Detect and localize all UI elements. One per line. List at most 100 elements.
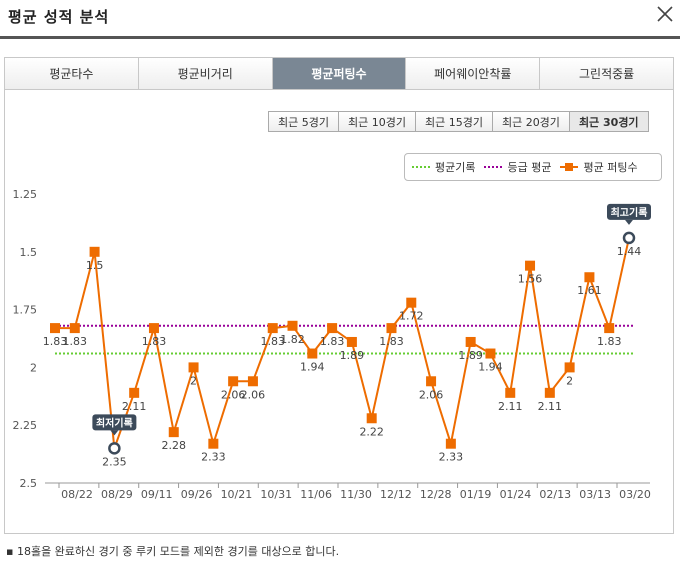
data-point-marker [168, 427, 179, 438]
tab-average-putts[interactable]: 평균퍼팅수 [272, 58, 407, 89]
x-tick-label: 09/26 [181, 488, 213, 501]
data-label: 2.11 [538, 400, 563, 413]
data-point-marker [69, 323, 80, 334]
window-title: 평균 성적 분석 [8, 8, 110, 26]
data-label: 1.56 [518, 273, 543, 286]
annotation-box [607, 203, 651, 220]
data-label: 1.83 [142, 335, 167, 348]
data-label: 1.44 [617, 245, 642, 258]
data-point-marker [366, 413, 377, 424]
data-point-marker [307, 348, 318, 359]
data-label: 1.89 [458, 349, 483, 362]
x-tick-label: 11/06 [300, 488, 332, 501]
annotation-pointer [625, 219, 633, 225]
data-point-marker [465, 336, 476, 347]
data-point-marker [148, 323, 159, 334]
tab-average-distance[interactable]: 평균비거리 [138, 58, 273, 89]
putts-line-chart: 1.25 1.5 1.75 2 2.25 2.5 08/22 08/29 09/11 09/26 1… [13, 188, 651, 501]
data-label: 2.06 [241, 388, 266, 401]
putts-series-line [55, 237, 630, 449]
data-point-marker [188, 362, 199, 373]
data-label: 2 [190, 374, 197, 387]
legend-grade-average-label: 등급 평균 [507, 161, 552, 174]
legend-average-putts: 평균 퍼팅수 [560, 159, 638, 175]
data-label: 2.06 [419, 388, 444, 401]
period-15-button[interactable]: 최근 15경기 [415, 112, 493, 131]
y-tick-label: 2.5 [20, 477, 38, 490]
period-10-button[interactable]: 최근 10경기 [338, 112, 416, 131]
data-label: 1.82 [280, 333, 305, 346]
data-label: 2.33 [439, 451, 464, 464]
data-label: 1.83 [63, 335, 88, 348]
data-label: 1.83 [320, 335, 345, 348]
data-point-marker [89, 246, 100, 257]
data-label: 1.89 [340, 349, 365, 362]
annotation-callout: 최저기록 [92, 414, 137, 436]
x-tick-label: 12/28 [420, 488, 452, 501]
tab-bar: 평균타수 평균비거리 평균퍼팅수 페어웨이안착률 그린적중률 [4, 57, 674, 90]
data-label: 2.06 [221, 388, 246, 401]
data-point-marker [604, 323, 615, 334]
legend-average-record: 평균기록 [412, 159, 475, 175]
tab-green-hit-rate[interactable]: 그린적중률 [540, 58, 673, 89]
data-point-marker [525, 260, 536, 271]
data-point-marker [346, 336, 357, 347]
x-tick-label: 01/24 [500, 488, 532, 501]
y-tick-label: 1.75 [13, 304, 38, 317]
annotation-pointer [110, 430, 119, 436]
data-label: 1.5 [86, 259, 104, 272]
legend-grade-average: 등급 평균 [484, 159, 551, 175]
period-5-button[interactable]: 최근 5경기 [269, 112, 339, 131]
chart-legend: 평균기록 등급 평균 평균 퍼팅수 [404, 153, 662, 181]
legend-average-record-label: 평균기록 [435, 161, 476, 174]
data-point-marker [564, 362, 575, 373]
period-selector: 최근 5경기 최근 10경기 최근 15경기 최근 20경기 최근 30경기 [268, 111, 649, 132]
close-icon[interactable] [655, 4, 675, 24]
annotation-box [92, 414, 137, 431]
data-label: 1.83 [43, 335, 68, 348]
x-tick-label: 11/30 [340, 488, 372, 501]
data-label: 1.83 [379, 335, 404, 348]
data-point-marker [267, 323, 278, 334]
extreme-point-marker [108, 442, 121, 455]
data-label: 2.33 [201, 451, 226, 464]
data-point-marker [445, 438, 456, 449]
data-point-marker [485, 348, 496, 359]
y-tick-label: 2 [30, 361, 37, 374]
x-tick-label: 03/20 [619, 488, 651, 501]
tab-average-strokes[interactable]: 평균타수 [5, 58, 139, 89]
x-tick-label: 10/21 [221, 488, 253, 501]
data-point-marker [505, 387, 516, 398]
data-point-marker [406, 297, 417, 308]
data-label: 1.72 [399, 310, 424, 323]
data-label: 1.94 [478, 361, 503, 374]
data-point-marker [544, 387, 555, 398]
data-point-marker [50, 323, 60, 334]
data-point-marker [228, 376, 239, 387]
data-label: 2.35 [102, 455, 127, 468]
data-point-marker [247, 376, 258, 387]
period-20-button[interactable]: 최근 20경기 [492, 112, 570, 131]
data-label: 1.94 [300, 361, 325, 374]
data-point-marker [426, 376, 437, 387]
footnote: ▪ 18홀을 완료하신 경기 중 루키 모드를 제외한 경기를 대상으로 합니다… [6, 545, 340, 558]
period-30-button[interactable]: 최근 30경기 [569, 112, 648, 131]
data-point-marker [386, 323, 397, 334]
data-label: 2.11 [122, 400, 147, 413]
data-point-marker [287, 320, 298, 331]
y-tick-label: 1.25 [13, 188, 38, 201]
x-tick-label: 01/19 [460, 488, 492, 501]
annotation-text: 최저기록 [96, 416, 133, 429]
data-label: 1.83 [260, 335, 285, 348]
data-label: 2.28 [162, 439, 187, 452]
data-point-marker [327, 323, 338, 334]
title-divider [0, 36, 680, 39]
y-tick-label: 2.25 [13, 419, 38, 432]
annotation-text: 최고기록 [611, 206, 648, 219]
x-tick-label: 03/13 [579, 488, 611, 501]
extreme-point-marker [622, 231, 636, 245]
chart-panel [4, 90, 674, 534]
x-tick-label: 02/13 [539, 488, 571, 501]
tab-fairway-rate[interactable]: 페어웨이안착률 [406, 58, 541, 89]
data-label: 1.61 [577, 284, 602, 297]
